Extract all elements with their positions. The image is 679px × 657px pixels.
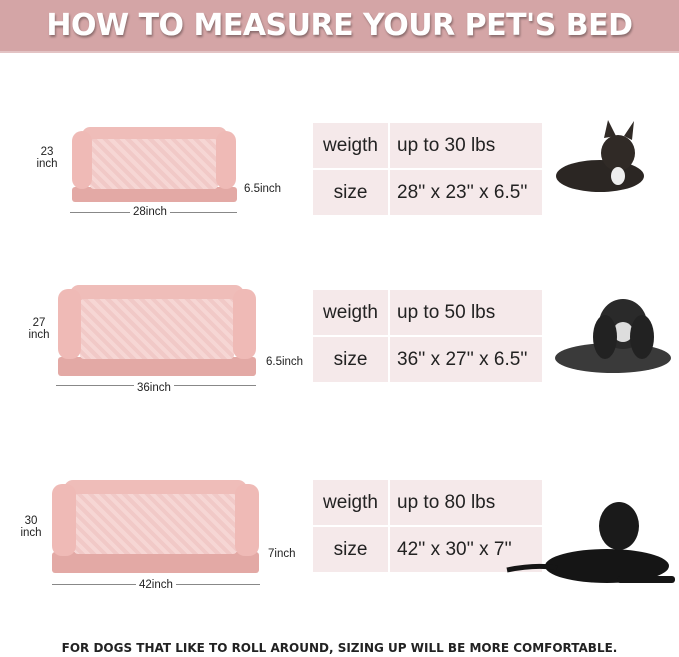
size-label: size [313, 337, 390, 384]
width-label: 42inch [136, 579, 176, 591]
footer-note: FOR DOGS THAT LIKE TO ROLL AROUND, SIZIN… [61, 641, 618, 655]
weight-value: up to 30 lbs [390, 123, 544, 170]
weight-value: up to 80 lbs [390, 480, 544, 527]
width-label: 36inch [134, 382, 174, 394]
height-label: 6.5inch [244, 183, 282, 195]
bed-medium-image [58, 285, 256, 376]
height-label: 7inch [268, 548, 296, 560]
page-title: HOW TO MEASURE YOUR PET'S BED [46, 8, 633, 43]
depth-label: 27 inch [22, 317, 56, 341]
width-label: 28inch [130, 206, 170, 218]
depth-label: 23 inch [30, 146, 64, 170]
height-label: 6.5inch [266, 356, 304, 368]
size-table-large: weigth up to 80 lbs size 42'' x 30'' x 7… [313, 480, 544, 574]
depth-unit: inch [20, 527, 42, 539]
labrador-image [506, 502, 675, 583]
weight-label: weigth [313, 290, 390, 337]
weight-label: weigth [313, 123, 390, 170]
bed-small-image [72, 127, 237, 203]
depth-value: 23 [40, 146, 54, 158]
bed-large-image [52, 480, 259, 573]
weight-label: weigth [313, 480, 390, 527]
size-label: size [313, 170, 390, 217]
spaniel-image [555, 299, 671, 373]
header-banner: HOW TO MEASURE YOUR PET'S BED [0, 0, 679, 53]
size-table-small: weigth up to 30 lbs size 28'' x 23'' x 6… [313, 123, 544, 217]
size-table-medium: weigth up to 50 lbs size 36'' x 27'' x 6… [313, 290, 544, 384]
depth-unit: inch [36, 158, 58, 170]
french-bulldog-image [556, 120, 644, 192]
depth-value: 27 [32, 317, 46, 329]
size-value: 42'' x 30'' x 7'' [390, 527, 544, 574]
size-value: 36'' x 27'' x 6.5'' [390, 337, 544, 384]
depth-unit: inch [28, 329, 50, 341]
depth-label: 30 inch [14, 515, 48, 539]
size-value: 28'' x 23'' x 6.5'' [390, 170, 544, 217]
depth-value: 30 [24, 515, 38, 527]
weight-value: up to 50 lbs [390, 290, 544, 337]
size-label: size [313, 527, 390, 574]
